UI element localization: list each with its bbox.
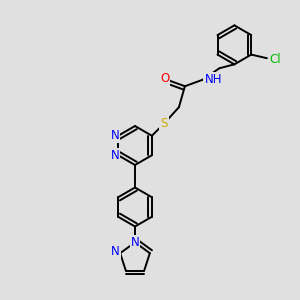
Text: N: N bbox=[111, 245, 120, 258]
Text: N: N bbox=[130, 236, 140, 249]
Text: S: S bbox=[160, 117, 168, 130]
Text: Cl: Cl bbox=[269, 53, 281, 66]
Text: N: N bbox=[111, 149, 119, 162]
Text: N: N bbox=[111, 129, 119, 142]
Text: NH: NH bbox=[204, 73, 222, 86]
Text: O: O bbox=[160, 72, 170, 85]
